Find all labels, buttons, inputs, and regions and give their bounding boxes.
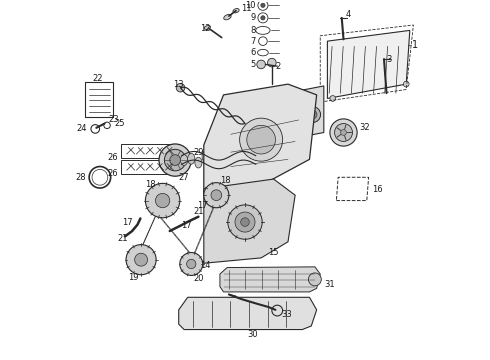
Circle shape (164, 149, 186, 171)
Circle shape (240, 118, 248, 127)
Circle shape (180, 252, 203, 275)
Ellipse shape (188, 153, 195, 164)
Text: 18: 18 (145, 180, 155, 189)
Text: 17: 17 (196, 202, 207, 211)
Text: 25: 25 (114, 119, 125, 128)
Text: 32: 32 (360, 123, 370, 132)
Circle shape (126, 245, 156, 275)
Circle shape (308, 273, 321, 286)
Text: 7: 7 (250, 37, 256, 46)
Circle shape (290, 110, 305, 126)
Text: 6: 6 (250, 48, 256, 57)
Circle shape (341, 130, 346, 135)
FancyBboxPatch shape (85, 82, 113, 117)
Text: 28: 28 (75, 173, 86, 182)
Text: 14: 14 (200, 261, 211, 270)
FancyBboxPatch shape (121, 144, 175, 158)
Polygon shape (259, 86, 324, 145)
Polygon shape (204, 84, 317, 195)
Text: 3: 3 (387, 55, 392, 64)
Circle shape (262, 121, 271, 130)
Text: 18: 18 (220, 176, 231, 185)
Text: 27: 27 (179, 173, 189, 182)
Text: 21: 21 (118, 234, 128, 243)
Text: 33: 33 (281, 310, 292, 319)
Text: 13: 13 (173, 80, 184, 89)
Text: 26: 26 (107, 169, 118, 178)
Text: 1: 1 (412, 40, 417, 50)
Polygon shape (327, 30, 410, 99)
Circle shape (258, 0, 268, 10)
Text: 31: 31 (324, 280, 335, 289)
Circle shape (330, 96, 336, 101)
Circle shape (241, 218, 249, 226)
Circle shape (247, 125, 275, 154)
Text: 26: 26 (107, 153, 118, 162)
Text: 21: 21 (193, 207, 203, 216)
Ellipse shape (233, 9, 239, 13)
Ellipse shape (224, 14, 231, 20)
Polygon shape (179, 297, 317, 329)
FancyBboxPatch shape (121, 160, 175, 174)
Text: 9: 9 (250, 13, 256, 22)
Circle shape (170, 155, 180, 166)
Ellipse shape (202, 151, 209, 162)
Text: 15: 15 (269, 248, 279, 257)
Circle shape (403, 81, 409, 87)
Text: 16: 16 (372, 185, 383, 194)
Circle shape (335, 123, 352, 141)
Ellipse shape (195, 157, 202, 168)
Circle shape (330, 119, 357, 146)
Text: 17: 17 (181, 221, 192, 230)
Circle shape (261, 16, 265, 20)
Circle shape (159, 144, 191, 176)
Ellipse shape (204, 26, 211, 30)
Text: 12: 12 (200, 24, 211, 33)
Circle shape (258, 13, 268, 23)
Text: 11: 11 (242, 4, 252, 13)
Circle shape (211, 190, 221, 201)
Text: 30: 30 (247, 330, 257, 339)
Polygon shape (204, 179, 295, 263)
Text: 23: 23 (109, 115, 120, 124)
Ellipse shape (256, 26, 270, 34)
Text: 10: 10 (245, 1, 256, 10)
Text: 20: 20 (193, 274, 203, 283)
Circle shape (204, 183, 229, 208)
Circle shape (308, 110, 317, 119)
Circle shape (135, 253, 147, 266)
Circle shape (240, 118, 283, 161)
Circle shape (235, 212, 255, 232)
Circle shape (176, 84, 185, 92)
Circle shape (228, 205, 262, 239)
Circle shape (305, 107, 320, 122)
Circle shape (146, 183, 180, 218)
Circle shape (293, 114, 302, 122)
Text: 17: 17 (122, 217, 133, 226)
Circle shape (268, 58, 276, 67)
Polygon shape (220, 267, 320, 292)
Text: 24: 24 (77, 125, 87, 134)
Text: 29: 29 (193, 148, 203, 157)
Circle shape (274, 114, 290, 130)
Text: 22: 22 (92, 74, 102, 83)
Circle shape (261, 3, 265, 8)
Circle shape (278, 117, 286, 126)
Text: 19: 19 (128, 273, 139, 282)
Circle shape (187, 259, 196, 269)
Circle shape (257, 60, 266, 69)
Circle shape (155, 193, 170, 208)
Ellipse shape (180, 155, 188, 166)
Text: 2: 2 (275, 62, 281, 71)
Text: 5: 5 (250, 60, 256, 69)
Text: 8: 8 (250, 26, 256, 35)
Ellipse shape (258, 49, 269, 56)
Circle shape (259, 117, 274, 133)
Text: 4: 4 (345, 10, 350, 19)
